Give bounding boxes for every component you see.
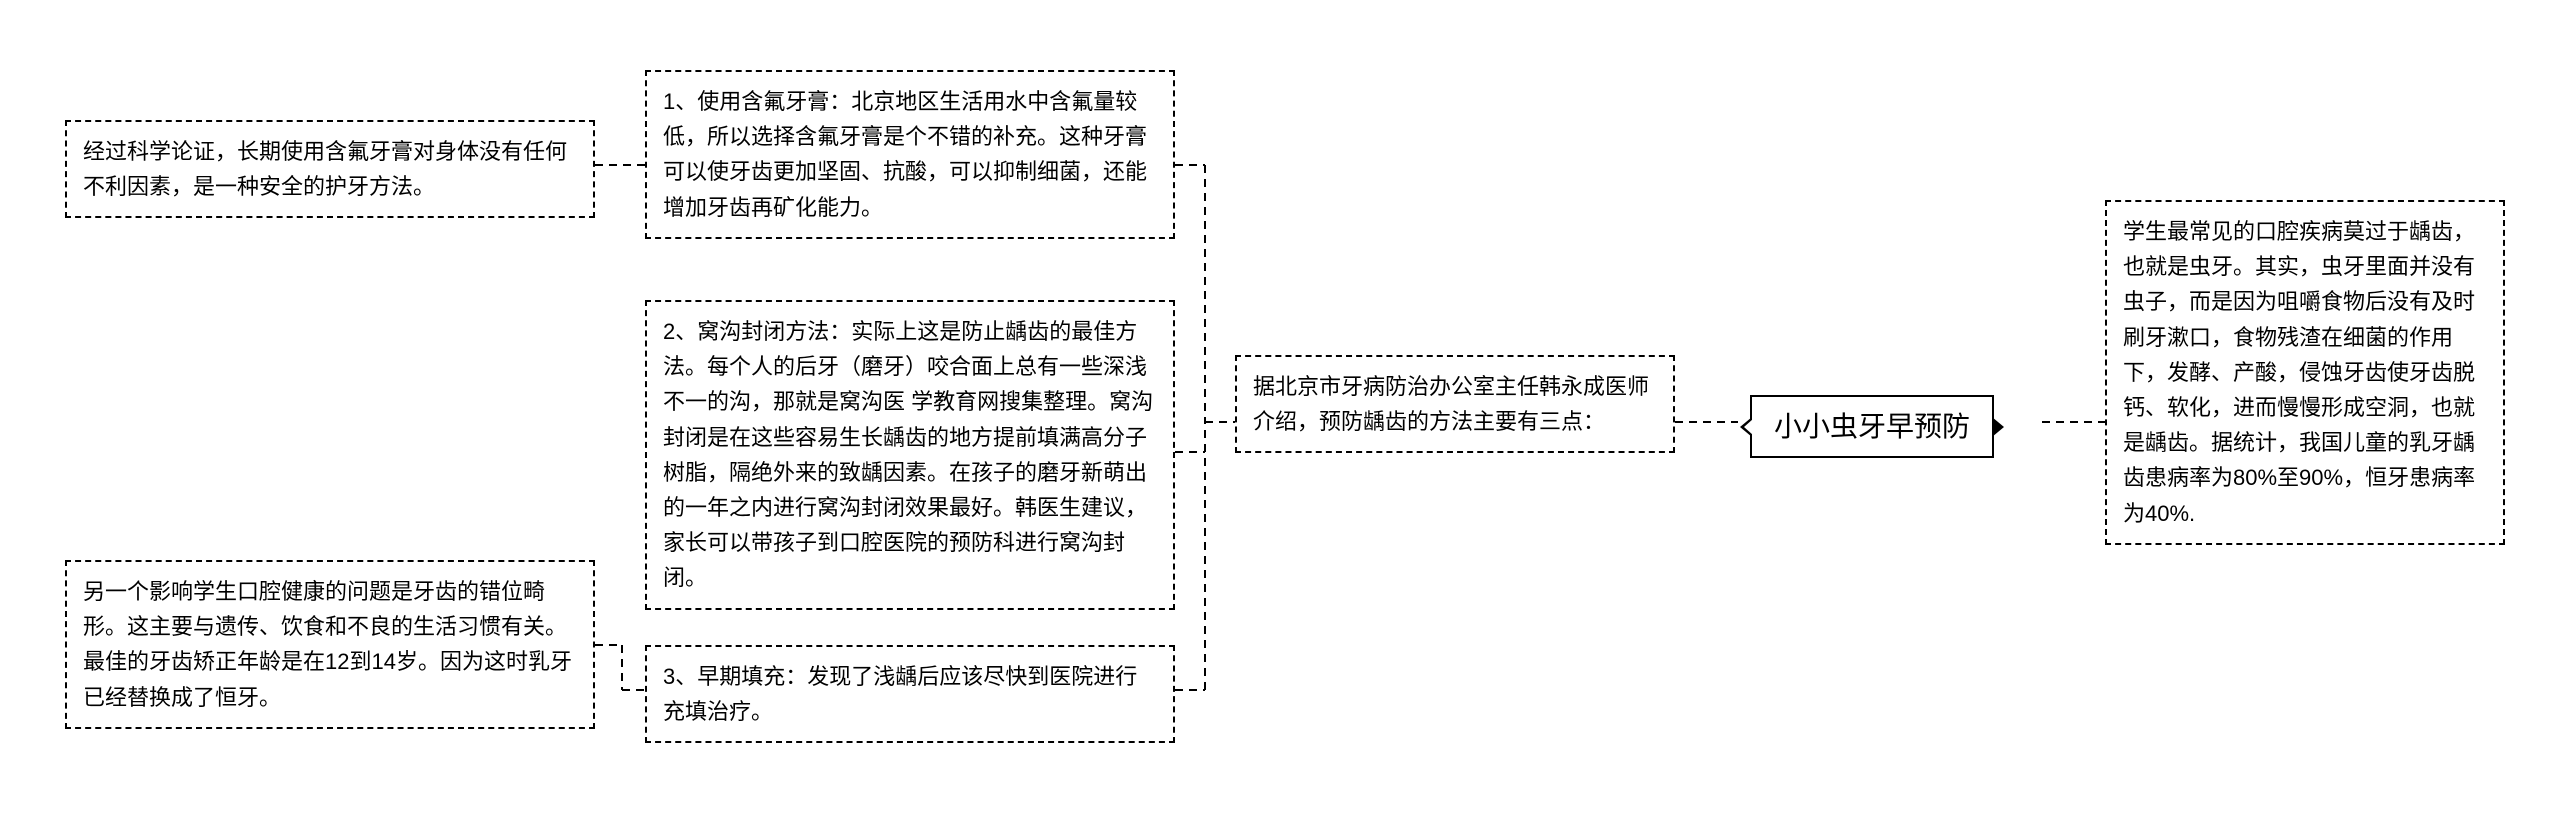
note-fluoride-safety: 经过科学论证，长期使用含氟牙膏对身体没有任何不利因素，是一种安全的护牙方法。 [65,120,595,218]
method-2-pit-fissure-sealant: 2、窝沟封闭方法：实际上这是防止龋齿的最佳方法。每个人的后牙（磨牙）咬合面上总有… [645,300,1175,610]
center-title: 小小虫牙早预防 [1750,395,1994,458]
note-malocclusion: 另一个影响学生口腔健康的问题是牙齿的错位畸形。这主要与遗传、饮食和不良的生活习惯… [65,560,595,729]
method-3-early-filling: 3、早期填充：发现了浅龋后应该尽快到医院进行充填治疗。 [645,645,1175,743]
intro-text: 据北京市牙病防治办公室主任韩永成医师介绍，预防龋齿的方法主要有三点： [1235,355,1675,453]
center-title-label: 小小虫牙早预防 [1774,411,1970,442]
right-info: 学生最常见的口腔疾病莫过于龋齿，也就是虫牙。其实，虫牙里面并没有虫子，而是因为咀… [2105,200,2505,545]
method-1-fluoride-toothpaste: 1、使用含氟牙膏：北京地区生活用水中含氟量较低，所以选择含氟牙膏是个不错的补充。… [645,70,1175,239]
